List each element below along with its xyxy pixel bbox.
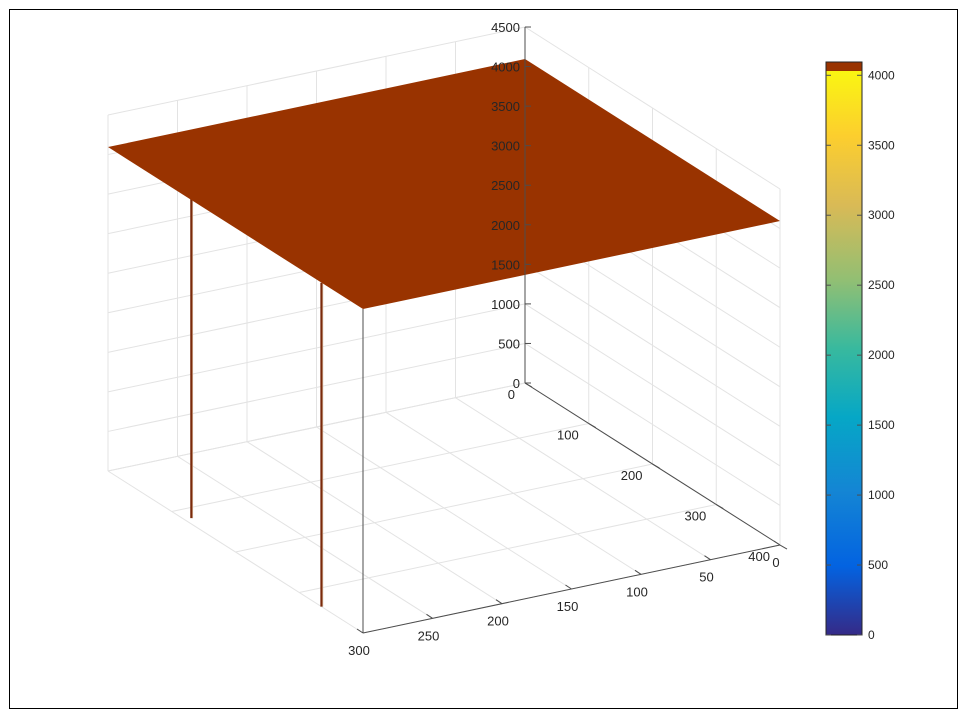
colorbar-tick-label: 0 [868,628,875,642]
y-tick [426,613,433,619]
x-tick-label: 100 [557,428,579,443]
x-tick-label: 300 [685,509,707,524]
colorbar-top-band [826,62,862,71]
x-tick [779,544,788,550]
y-tick-label: 0 [772,555,779,570]
grid-line [107,470,364,634]
grid-line [107,342,526,432]
y-tick [773,540,781,546]
z-tick-label: 3000 [491,139,520,154]
y-tick-label: 200 [487,614,509,629]
y-tick [356,628,364,634]
colorbar-tick-label: 3000 [868,208,895,222]
z-tick-label: 2000 [491,218,520,233]
y-tick [704,555,711,561]
grid-line [524,263,781,427]
x-tick [652,463,660,469]
y-tick-label: 250 [418,628,440,643]
z-tick-label: 4000 [491,60,520,75]
colorbar-tick-label: 2500 [868,278,895,292]
colorbar-tick-label: 2000 [868,348,895,362]
grid-line [107,26,526,116]
z-tick-label: 4500 [491,20,520,35]
z-tick-label: 1500 [491,257,520,272]
x-tick [588,423,596,428]
y-tick-label: 150 [557,599,579,614]
colorbar-border [825,61,863,636]
grid-line [107,303,526,393]
grid-line [524,26,781,190]
colorbar-tick-label: 500 [868,558,888,572]
x-tick [716,504,724,509]
y-tick [565,584,572,590]
y-tick-label: 300 [348,643,370,658]
grid-line [385,411,642,575]
grid-line [524,303,781,467]
colorbar-gradient [826,62,862,635]
y-tick [495,599,503,605]
y-tick-label: 50 [699,570,713,585]
colorbar-tick-label: 3500 [868,138,895,152]
colorbar-tick-label: 1000 [868,488,895,502]
grid-line [246,441,503,605]
grid-line [455,397,711,561]
grid-line [524,343,781,506]
x-tick-label: 200 [621,468,643,483]
x-tick-label: 0 [508,387,515,402]
y-tick-label: 100 [626,584,648,599]
z-tick-label: 500 [498,336,520,351]
grid-line [316,426,572,590]
z-tick-label: 1000 [491,297,520,312]
surface-plane [108,59,780,310]
x-tick-label: 400 [748,549,770,564]
colorbar-tick-label: 1500 [868,418,895,432]
z-tick-label: 2500 [491,178,520,193]
colorbar-tick-label: 4000 [868,68,895,82]
z-tick-label: 0 [513,376,520,391]
z-tick-label: 3500 [491,99,520,114]
x-tick [524,382,533,388]
y-tick [634,569,642,575]
grid-line [177,455,433,619]
